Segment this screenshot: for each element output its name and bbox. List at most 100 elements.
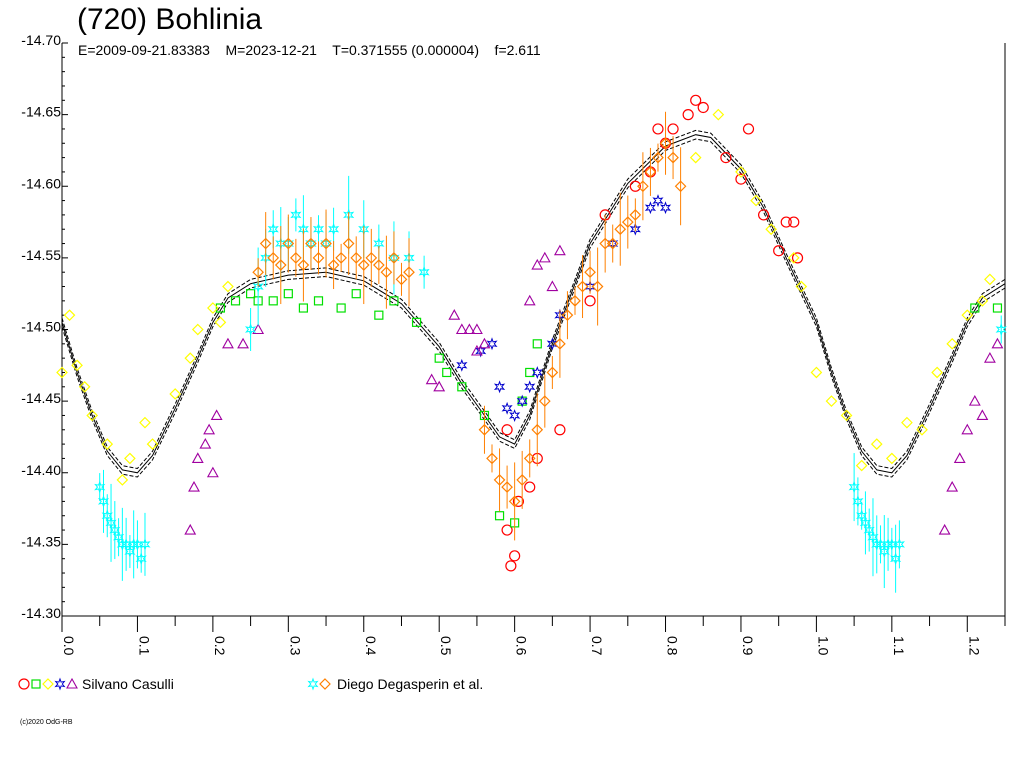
data-point: [274, 259, 287, 271]
data-point: [222, 280, 234, 293]
data-point: [569, 295, 581, 307]
series-0-circle: [501, 94, 804, 572]
data-point: [554, 424, 566, 436]
legend-marker-star: [307, 677, 319, 691]
data-point: [470, 323, 483, 335]
data-point: [644, 166, 657, 178]
legend-markers-degasperin: [307, 677, 331, 691]
data-point: [425, 373, 438, 385]
data-point: [637, 180, 649, 193]
data-point: [525, 367, 535, 378]
x-tick-label: 0.5: [438, 636, 454, 656]
y-tick-label: -14.60: [21, 175, 61, 191]
data-point: [584, 295, 596, 307]
data-point: [946, 480, 959, 492]
legend-label-degasperin: Diego Degasperin et al.: [337, 676, 484, 692]
x-tick-label: 1.0: [815, 636, 831, 656]
legend-marker-circle: [18, 678, 30, 690]
data-point: [576, 280, 589, 293]
data-point: [215, 303, 226, 313]
series-3-star: [456, 194, 672, 422]
data-point: [629, 180, 641, 192]
data-point: [434, 353, 444, 363]
data-point: [840, 409, 853, 422]
data-point: [365, 252, 378, 264]
data-point: [825, 395, 838, 407]
data-point: [252, 280, 264, 293]
x-tick-label: 1.1: [891, 636, 907, 656]
data-point: [890, 552, 902, 566]
x-tick-label: 0.0: [61, 636, 77, 656]
x-tick-label: 0.9: [740, 636, 756, 656]
x-tick-label: 0.7: [589, 636, 605, 656]
data-point: [516, 394, 528, 408]
data-point: [970, 303, 980, 313]
data-point: [335, 252, 347, 264]
data-point: [146, 438, 159, 450]
data-point: [328, 222, 340, 236]
data-point: [418, 265, 430, 279]
data-point: [351, 289, 361, 299]
data-point: [252, 266, 264, 279]
data-point: [327, 259, 340, 271]
copyright-credit: (c)2020 OdG-RB: [20, 719, 73, 726]
x-tick-label: 0.4: [363, 636, 379, 656]
y-tick-label: -14.65: [21, 104, 61, 120]
data-point: [791, 252, 804, 264]
y-tick-label: -14.70: [21, 32, 61, 48]
axes: -14.70 -14.65 -14.60 -14.55 -14.50 -14.45 -14.…: [21, 32, 1006, 656]
data-point: [478, 423, 491, 436]
data-point: [961, 423, 974, 435]
data-point: [372, 259, 385, 271]
data-point: [765, 223, 777, 236]
data-point: [290, 252, 302, 264]
data-point: [501, 401, 513, 415]
data-point: [810, 366, 823, 379]
legend-entry-degasperin: Diego Degasperin et al.: [307, 674, 483, 694]
data-point: [470, 344, 483, 356]
x-tick-label: 0.2: [212, 636, 228, 656]
data-point: [788, 216, 800, 228]
data-point: [742, 123, 755, 135]
data-point: [652, 123, 664, 135]
legend-marker-diamond: [42, 678, 54, 690]
data-point: [968, 394, 981, 406]
data-point: [787, 252, 800, 264]
data-point: [523, 452, 536, 465]
data-point: [411, 317, 422, 327]
data-point: [493, 474, 506, 486]
data-point: [268, 296, 278, 306]
data-point: [283, 289, 293, 299]
data-point: [493, 380, 506, 394]
data-point: [538, 251, 551, 263]
data-point: [206, 466, 219, 478]
legend-marker-star: [54, 677, 66, 691]
data-point: [357, 259, 370, 271]
x-tick-label: 0.8: [665, 636, 681, 656]
data-point: [690, 94, 702, 106]
data-point: [995, 323, 1007, 336]
data-point: [101, 438, 114, 450]
data-point: [463, 323, 476, 335]
data-point: [938, 523, 951, 535]
data-point: [667, 151, 679, 164]
fit-curve-line: [61, 129, 1006, 470]
data-point: [674, 180, 687, 193]
data-point: [214, 316, 227, 329]
data-point: [591, 280, 604, 293]
data-point: [245, 323, 257, 336]
y-tick-label: -14.35: [21, 533, 61, 549]
data-point: [983, 352, 996, 363]
data-point: [494, 511, 505, 521]
data-point: [56, 366, 68, 379]
data-point: [116, 474, 129, 486]
data-point: [946, 337, 959, 350]
data-point: [259, 237, 272, 250]
data-point: [720, 152, 732, 164]
data-point: [305, 237, 317, 250]
series-5-star: [94, 175, 1007, 593]
data-point: [297, 259, 310, 271]
legend-label-casulli: Silvano Casulli: [82, 676, 174, 692]
data-point: [606, 237, 619, 250]
data-point: [97, 494, 110, 508]
